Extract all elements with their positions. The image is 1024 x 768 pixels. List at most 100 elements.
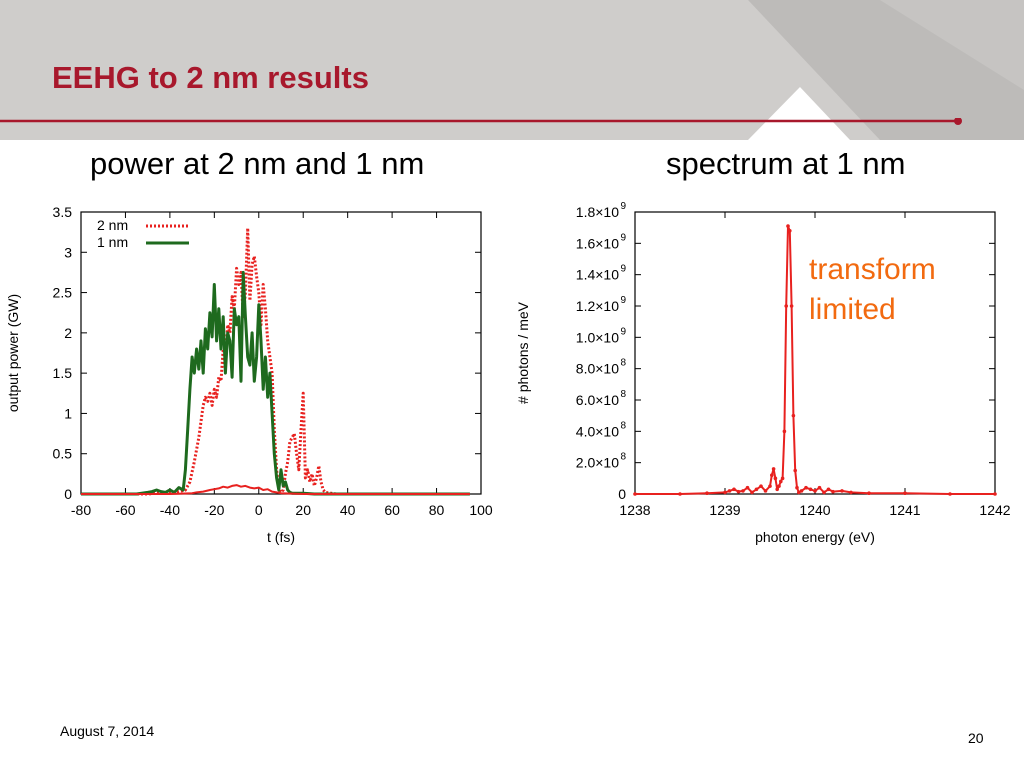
spectrum-chart-data-point [775, 487, 779, 492]
spectrum-chart-y-tick-exponent: 9 [620, 326, 626, 337]
spectrum-chart-y-tick-label: 6.0×10 [576, 392, 619, 408]
spectrum-chart-data-point [736, 489, 741, 494]
spectrum-chart-y-tick-label: 1.2×10 [576, 298, 619, 314]
power-chart-y-tick-label: 0.5 [53, 446, 73, 462]
annotation-line-1: transform [809, 253, 936, 286]
spectrum-chart-data-point [770, 473, 774, 478]
power-chart-y-tick-label: 1.5 [53, 365, 73, 381]
spectrum-chart-y-tick-exponent: 8 [620, 358, 626, 369]
spectrum-chart-data-point [768, 484, 772, 488]
spectrum-chart-y-tick-label: 0 [618, 486, 626, 502]
spectrum-chart-data-point [831, 489, 835, 494]
spectrum-chart-data-point [779, 479, 783, 484]
spectrum-chart-data-point [795, 485, 799, 490]
spectrum-chart-data-point [791, 413, 796, 418]
spectrum-chart-y-tick-exponent: 9 [620, 264, 626, 275]
spectrum-chart-data-point [822, 490, 826, 495]
spectrum-chart-data-point [780, 476, 785, 481]
spectrum-chart-data-point [741, 489, 745, 493]
spectrum-chart-x-tick-label: 1238 [619, 502, 650, 518]
spectrum-chart-data-point [705, 491, 709, 496]
spectrum-chart-data-point [723, 490, 727, 495]
power-chart-series-line-2-nm [81, 226, 470, 496]
power-chart-x-tick-label: 0 [255, 502, 263, 518]
spectrum-chart-data-point [808, 487, 813, 492]
spectrum-chart-data-point [788, 229, 792, 233]
spectrum-chart-y-tick-label: 1.0×10 [576, 329, 619, 345]
spectrum-chart-data-point [799, 489, 804, 493]
power-chart-legend-label: 1 nm [97, 234, 128, 250]
spectrum-chart-data-point [804, 485, 808, 490]
spectrum-chart-data-point [784, 304, 788, 308]
spectrum-chart-y-tick-label: 1.4×10 [576, 267, 619, 283]
spectrum-chart-data-point [678, 492, 682, 496]
spectrum-chart-data-point [633, 492, 637, 496]
power-chart-y-tick-label: 2.5 [53, 285, 73, 301]
power-chart-x-axis-label: t (fs) [267, 529, 295, 545]
power-chart-x-tick-label: -40 [160, 502, 180, 518]
spectrum-chart-data-point [840, 489, 844, 493]
spectrum-chart-y-tick-label: 2.0×10 [576, 455, 619, 471]
power-chart-x-tick-label: -20 [204, 502, 224, 518]
spectrum-chart-data-point [813, 489, 817, 493]
spectrum-chart-x-tick-label: 1241 [889, 502, 920, 518]
power-chart-y-tick-label: 2 [64, 325, 72, 341]
power-chart-legend-label: 2 nm [97, 217, 128, 233]
spectrum-chart-y-tick-label: 1.6×10 [576, 235, 619, 251]
spectrum-chart-y-tick-label: 1.8×10 [576, 204, 619, 220]
spectrum-chart-data-point [732, 487, 736, 492]
power-chart-x-tick-label: -80 [71, 502, 91, 518]
spectrum-chart-y-tick-exponent: 9 [620, 295, 626, 306]
spectrum-chart-data-point [797, 490, 801, 495]
spectrum-chart-data-point [948, 492, 952, 496]
spectrum-chart-data-point [849, 490, 853, 495]
spectrum-chart-y-tick-exponent: 8 [620, 420, 626, 431]
spectrum-chart-y-tick-exponent: 9 [620, 232, 626, 243]
transform-limited-annotation: transform limited [809, 250, 936, 330]
page-number: 20 [968, 730, 984, 746]
annotation-line-2: limited [809, 293, 896, 326]
spectrum-chart-data-point [763, 489, 768, 493]
spectrum-chart-data-point [727, 489, 732, 493]
power-chart-y-tick-label: 0 [64, 486, 72, 502]
power-chart-x-tick-label: -60 [115, 502, 135, 518]
power-chart-y-tick-label: 3.5 [53, 204, 73, 220]
power-chart-x-tick-label: 40 [340, 502, 356, 518]
title-rule [0, 118, 962, 125]
spectrum-chart-data-point [773, 476, 778, 481]
power-chart-x-tick-label: 80 [429, 502, 445, 518]
spectrum-chart-data-point [750, 490, 754, 495]
spectrum-chart-y-axis-label: # photons / meV [515, 301, 531, 404]
spectrum-chart-data-point [817, 485, 822, 490]
power-chart-y-tick-label: 1 [64, 405, 72, 421]
spectrum-chart-x-tick-label: 1240 [799, 502, 830, 518]
power-chart-y-tick-label: 3 [64, 244, 72, 260]
spectrum-chart-data-point [903, 491, 907, 496]
spectrum-chart-data-point [777, 484, 781, 488]
spectrum-chart-data-point [867, 491, 871, 496]
spectrum-chart-data-point [826, 487, 831, 492]
power-chart-x-tick-label: 20 [295, 502, 311, 518]
spectrum-chart-y-tick-exponent: 8 [620, 389, 626, 400]
power-chart-y-axis-label: output power (GW) [5, 294, 21, 412]
power-chart-x-tick-label: 100 [469, 502, 493, 518]
spectrum-chart-title: spectrum at 1 nm [666, 146, 906, 181]
spectrum-chart-y-tick-exponent: 9 [620, 201, 626, 212]
spectrum-chart-y-tick-label: 4.0×10 [576, 423, 619, 439]
spectrum-chart-data-point [754, 487, 759, 492]
spectrum-chart-x-tick-label: 1242 [979, 502, 1010, 518]
spectrum-chart-data-point [782, 429, 787, 434]
power-chart-x-tick-label: 60 [384, 502, 400, 518]
spectrum-chart-data-point [789, 304, 794, 308]
power-chart-series-line-1-nm [81, 270, 470, 496]
spectrum-chart-data-point [793, 468, 797, 473]
header-facet-light [748, 87, 850, 140]
footer-date: August 7, 2014 [60, 723, 155, 739]
spectrum-chart-x-axis-label: photon energy (eV) [755, 529, 875, 545]
spectrum-chart-data-point [771, 467, 776, 471]
header-facet-mid [880, 0, 1024, 90]
spectrum-chart-x-tick-label: 1239 [709, 502, 740, 518]
spectrum-chart-data-point [786, 224, 790, 228]
